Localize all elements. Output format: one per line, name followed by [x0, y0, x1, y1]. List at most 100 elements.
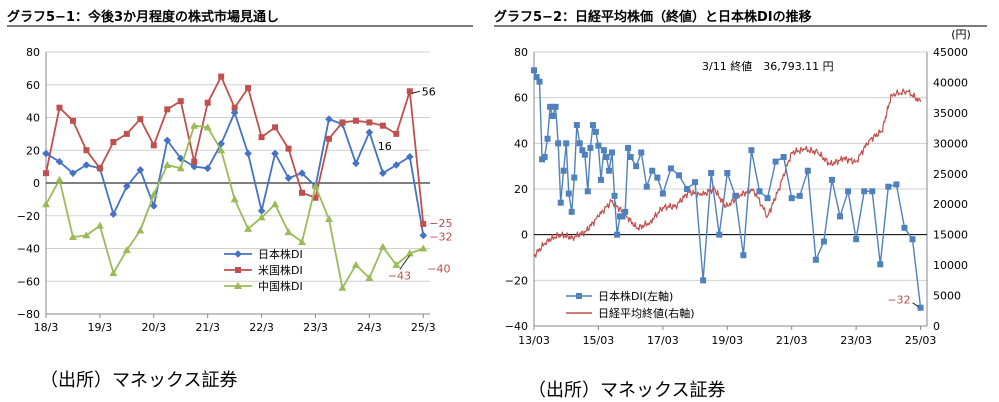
right-left-y-tick-label: −40: [505, 320, 528, 333]
left-annotation-label: −40: [427, 263, 450, 276]
left-data-point: [69, 117, 76, 124]
left-annotation-leader: [399, 255, 411, 270]
right-x-tick-label: 19/03: [711, 334, 743, 347]
right-data-point: [603, 154, 610, 161]
right-data-point: [756, 188, 763, 195]
right-data-point: [600, 147, 607, 154]
left-y-tick-label: −40: [17, 243, 40, 256]
right-right-y-tick-label: 15000: [933, 229, 968, 242]
left-legend-label: 中国株DI: [258, 279, 303, 293]
right-data-point: [557, 199, 564, 206]
left-x-tick-label: 19/3: [88, 321, 113, 334]
left-data-point: [284, 174, 293, 182]
left-data-point: [230, 195, 239, 203]
left-legend-label: 日本株DI: [258, 247, 303, 261]
right-left-y-tick-label: 40: [514, 137, 528, 150]
right-data-point: [633, 163, 640, 170]
right-data-point: [885, 183, 892, 190]
right-legend-label: 日経平均終値(右軸): [598, 306, 695, 320]
left-data-point: [123, 130, 130, 137]
left-data-point: [136, 166, 145, 174]
right-data-point: [598, 176, 605, 183]
left-data-point: [163, 160, 172, 168]
left-y-tick-label: 0: [33, 177, 40, 190]
left-data-point: [56, 104, 63, 111]
right-data-point: [748, 147, 755, 154]
right-data-point: [584, 188, 591, 195]
right-data-point: [853, 236, 860, 243]
left-data-point: [285, 145, 292, 152]
left-data-point: [122, 246, 131, 254]
right-close-note: 3/11 終値 36,793.11 円: [702, 59, 834, 73]
left-data-point: [82, 161, 91, 169]
left-data-point: [257, 207, 266, 215]
right-data-point: [549, 112, 556, 119]
left-y-tick-label: 60: [26, 79, 40, 92]
left-data-point: [405, 249, 414, 257]
left-data-point: [69, 169, 77, 177]
left-data-point: [312, 194, 319, 201]
right-left-y-tick-label: 80: [514, 46, 528, 59]
left-data-point: [324, 215, 333, 223]
left-y-tick-label: −60: [17, 275, 40, 288]
left-data-point: [245, 85, 252, 92]
right-x-tick-label: 13/03: [518, 334, 550, 347]
left-x-tick-label: 21/3: [195, 321, 220, 334]
left-y-tick-label: 80: [26, 46, 40, 59]
right-data-point: [788, 195, 795, 202]
right-left-y-tick-label: 0: [521, 229, 528, 242]
right-right-y-tick-label: 45000: [933, 46, 968, 59]
left-data-point: [378, 242, 387, 250]
right-data-point: [622, 208, 629, 215]
left-data-point: [299, 189, 305, 196]
right-data-point: [654, 174, 661, 181]
right-left-y-tick-label: 20: [514, 183, 528, 196]
left-x-tick-label: 23/3: [303, 321, 328, 334]
left-data-point: [204, 99, 211, 106]
right-chart-title: グラフ5−2：日経平均株価（終値）と日本株DIの推移: [494, 10, 812, 25]
left-data-point: [230, 108, 239, 117]
left-data-point: [149, 202, 158, 210]
left-annotation-label: −43: [388, 269, 411, 282]
left-data-point: [419, 231, 428, 240]
right-data-point: [638, 149, 645, 156]
left-data-point: [405, 153, 414, 161]
right-data-point: [611, 192, 618, 199]
left-data-point: [95, 221, 104, 229]
left-data-point: [217, 146, 226, 154]
right-right-y-tick-label: 5000: [933, 290, 961, 303]
right-data-point: [531, 67, 537, 74]
left-data-point: [82, 231, 91, 239]
left-data-point: [351, 260, 360, 268]
right-data-point: [544, 135, 551, 142]
right-data-point: [667, 165, 674, 172]
right-x-tick-label: 25/03: [905, 334, 937, 347]
right-data-point: [592, 128, 599, 135]
right-data-point: [732, 192, 739, 199]
right-left-y-tick-label: 60: [514, 92, 528, 105]
right-data-point: [555, 140, 562, 147]
left-data-point: [258, 134, 265, 141]
right-data-point: [568, 208, 575, 215]
right-data-point: [675, 172, 682, 179]
right-data-point: [764, 195, 771, 202]
left-data-point: [163, 136, 172, 145]
right-right-y-tick-label: 0: [933, 320, 940, 333]
right-title-rule: [494, 25, 987, 27]
left-data-point: [338, 283, 347, 291]
right-data-point: [796, 192, 803, 199]
left-data-point: [109, 269, 118, 277]
right-data-point: [901, 224, 908, 231]
left-data-point: [419, 244, 428, 252]
left-y-tick-label: −20: [17, 210, 40, 223]
right-data-point: [533, 74, 540, 81]
left-data-point: [366, 119, 373, 126]
right-data-point: [625, 144, 632, 151]
right-y-unit-label: (円): [951, 28, 971, 41]
right-data-point: [812, 256, 819, 263]
left-legend-label: 米国株DI: [258, 263, 303, 277]
right-data-point: [909, 236, 916, 243]
left-series-line: [45, 111, 425, 236]
left-legend-marker: [235, 267, 241, 273]
